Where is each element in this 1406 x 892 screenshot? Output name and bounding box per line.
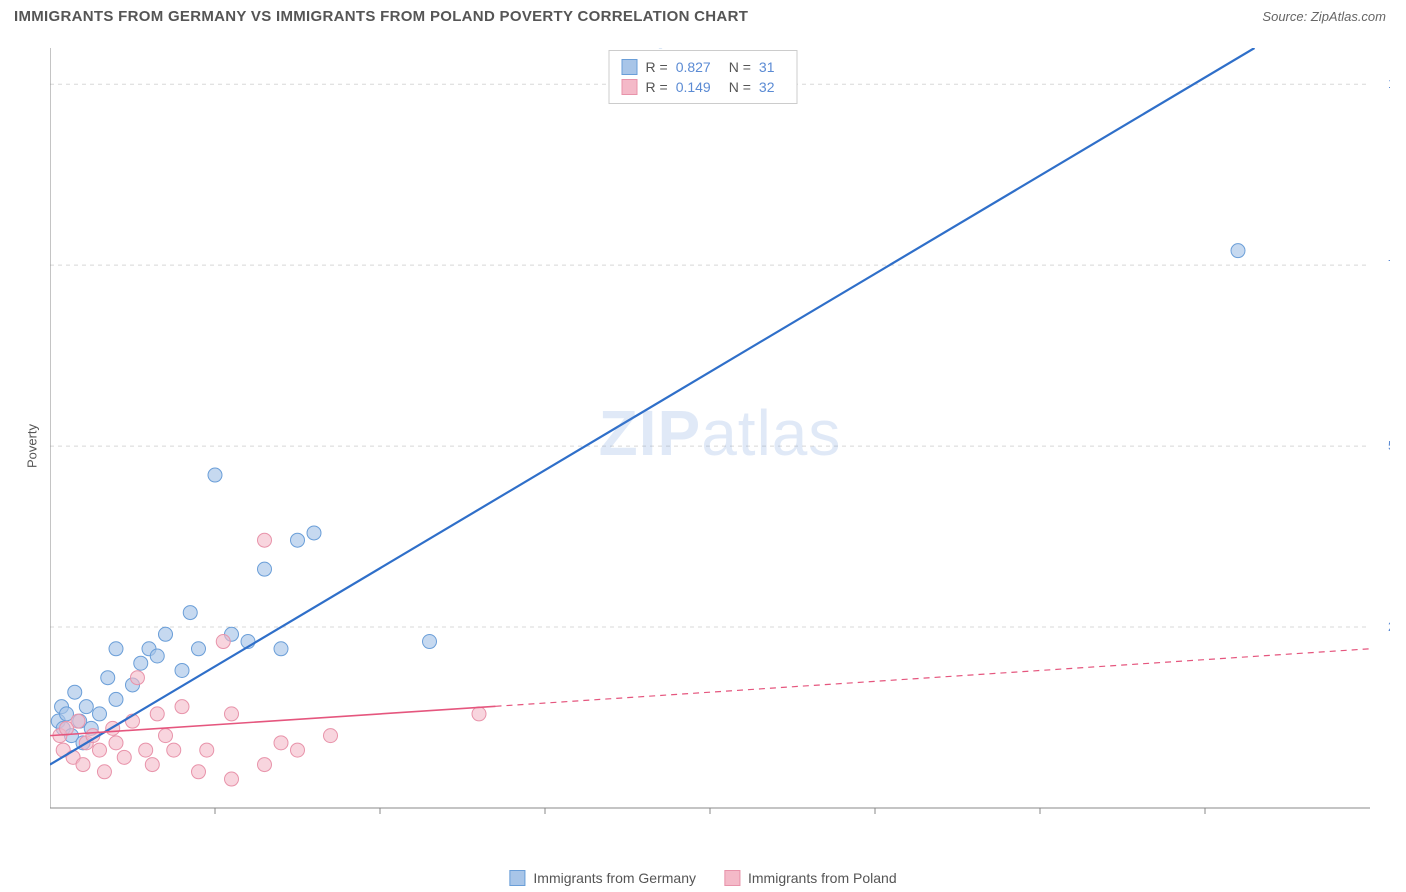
svg-text:50.0%: 50.0%	[1388, 438, 1390, 453]
r-label: R =	[646, 59, 668, 75]
legend-item-germany: Immigrants from Germany	[509, 870, 696, 886]
correlation-stats-box: R = 0.827 N = 31 R = 0.149 N = 32	[609, 50, 798, 104]
chart-area: 25.0%50.0%75.0%100.0%0.0%80.0% ZIPatlas	[50, 48, 1390, 818]
stats-row-germany: R = 0.827 N = 31	[622, 57, 785, 77]
swatch-germany	[509, 870, 525, 886]
swatch-poland	[724, 870, 740, 886]
swatch-germany	[622, 59, 638, 75]
scatter-chart: 25.0%50.0%75.0%100.0%0.0%80.0%	[50, 48, 1390, 818]
n-label: N =	[729, 79, 751, 95]
r-value-germany: 0.827	[676, 59, 711, 75]
source-name: ZipAtlas.com	[1311, 9, 1386, 24]
legend-item-poland: Immigrants from Poland	[724, 870, 897, 886]
legend-label-germany: Immigrants from Germany	[533, 870, 696, 886]
y-axis-label: Poverty	[25, 424, 40, 468]
n-value-poland: 32	[759, 79, 775, 95]
r-label: R =	[646, 79, 668, 95]
source-label: Source:	[1262, 9, 1307, 24]
n-value-germany: 31	[759, 59, 775, 75]
stats-row-poland: R = 0.149 N = 32	[622, 77, 785, 97]
svg-text:100.0%: 100.0%	[1388, 76, 1390, 91]
r-value-poland: 0.149	[676, 79, 711, 95]
bottom-legend: Immigrants from Germany Immigrants from …	[509, 870, 896, 886]
swatch-poland	[622, 79, 638, 95]
legend-label-poland: Immigrants from Poland	[748, 870, 897, 886]
source-attribution: Source: ZipAtlas.com	[1262, 9, 1386, 24]
chart-title: IMMIGRANTS FROM GERMANY VS IMMIGRANTS FR…	[14, 8, 748, 25]
n-label: N =	[729, 59, 751, 75]
svg-text:25.0%: 25.0%	[1388, 619, 1390, 634]
svg-text:75.0%: 75.0%	[1388, 257, 1390, 272]
chart-header: IMMIGRANTS FROM GERMANY VS IMMIGRANTS FR…	[0, 0, 1406, 29]
